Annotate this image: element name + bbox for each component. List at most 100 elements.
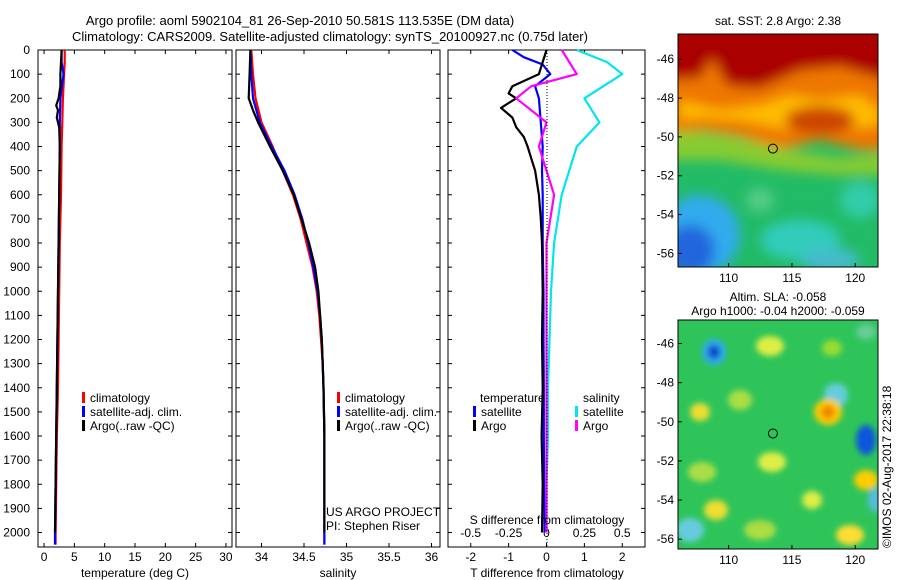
legend-swatch-t-satellite — [473, 406, 476, 417]
legend-label-climatology: climatology — [90, 391, 150, 405]
depth-tick-label: 100 — [10, 67, 30, 81]
s-diff-tick-label: -0.25 — [495, 526, 523, 540]
depth-tick-label: 900 — [10, 260, 30, 274]
x-tick-label: 25 — [189, 550, 203, 564]
map-y-tick-label: -48 — [657, 91, 675, 105]
salinity-panel-frame — [235, 49, 441, 548]
legend-swatch-s-satellite — [575, 406, 578, 417]
legend-header-salinity: salinity — [583, 391, 620, 405]
x-tick-label: 5 — [71, 550, 78, 564]
series-argo-raw-qc-line — [53, 49, 63, 533]
sst-heatmap — [678, 34, 878, 267]
legend-label-s-satellite: satellite — [583, 405, 624, 419]
t-difference-axis-label: T difference from climatology — [470, 566, 624, 580]
x-tick-label: 30 — [219, 550, 233, 564]
sla-map-axes: 110 115 120 -46 -48 -50 -52 -54 -56 — [657, 336, 866, 567]
argo-position-marker — [767, 143, 778, 154]
depth-axis: 0 100 200 300 400 500 600 700 800 900 1000 1100 1200… — [3, 43, 645, 540]
sst-map-axes: 110 115 120 -46 -48 -50 -52 -54 -56 — [657, 52, 866, 285]
legend-header-temperature: temperature — [480, 391, 545, 405]
x-tick-label: 34.5 — [292, 550, 316, 564]
x-tick-label: 35.5 — [377, 550, 401, 564]
sla-heatmap — [678, 320, 878, 549]
x-tick-label: 2 — [619, 550, 626, 564]
map-x-tick-label: 110 — [719, 271, 738, 285]
map-y-tick-label: -50 — [657, 415, 675, 429]
salinity-chart: 34 34.5 35 35.5 36 — [247, 49, 439, 564]
x-tick-label: -2 — [465, 550, 476, 564]
legend-swatch-satellite — [337, 406, 340, 417]
x-tick-label: 20 — [159, 550, 173, 564]
legend-swatch-argo — [82, 420, 85, 431]
argo-position-marker — [767, 428, 778, 439]
legend-swatch-climatology — [337, 392, 340, 403]
map-y-tick-label: -50 — [657, 130, 675, 144]
map-y-tick-label: -46 — [657, 52, 675, 66]
salinity-legend: climatology satellite-adj. clim. Argo(..… — [337, 391, 437, 433]
map-x-tick-label: 115 — [782, 271, 801, 285]
legend-label-satellite: satellite-adj. clim. — [345, 405, 437, 419]
legend-label-t-argo: Argo — [481, 419, 507, 433]
salinity-axis-label: salinity — [320, 566, 357, 580]
depth-tick-label: 700 — [10, 212, 30, 226]
depth-tick-label: 0 — [23, 43, 30, 57]
depth-tick-label: 1400 — [3, 381, 30, 395]
s-diff-tick-label: 0.25 — [573, 526, 597, 540]
x-tick-label: 0 — [543, 550, 550, 564]
x-tick-label: 0 — [41, 550, 48, 564]
map-y-tick-label: -48 — [657, 376, 675, 390]
sla-map-title-line-2: Argo h1000: -0.04 h2000: -0.059 — [691, 304, 865, 318]
depth-tick-label: 2000 — [3, 526, 30, 540]
depth-tick-label: 1200 — [3, 333, 30, 347]
s-diff-tick-label: -0.5 — [460, 526, 481, 540]
sla-map-title-line-1: Altim. SLA: -0.058 — [730, 290, 827, 304]
depth-tick-label: 1500 — [3, 405, 30, 419]
legend-swatch-t-argo — [473, 420, 476, 431]
depth-tick-label: 400 — [10, 140, 30, 154]
depth-tick-label: 300 — [10, 115, 30, 129]
map-y-tick-label: -52 — [657, 169, 675, 183]
s-difference-axis-label: S difference from climatology — [470, 513, 625, 527]
legend-swatch-s-argo — [575, 420, 578, 431]
legend-label-climatology: climatology — [345, 391, 405, 405]
temperature-chart: 0 5 10 15 20 25 30 — [41, 49, 233, 564]
project-name: US ARGO PROJECT — [326, 505, 441, 519]
map-y-tick-label: -52 — [657, 454, 675, 468]
temperature-panel-frame — [37, 49, 233, 548]
depth-tick-label: 1300 — [3, 357, 30, 371]
x-tick-label: 35 — [340, 550, 354, 564]
depth-tick-label: 800 — [10, 236, 30, 250]
series-s-argo-line — [515, 49, 578, 533]
sst-map-frame — [677, 33, 879, 268]
map-y-tick-label: -54 — [657, 208, 675, 222]
depth-tick-label: 1100 — [4, 308, 30, 322]
s-diff-tick-label: 0.5 — [614, 526, 631, 540]
legend-label-satellite: satellite-adj. clim. — [90, 405, 182, 419]
figure-title-line-1: Argo profile: aoml 5902104_81 26-Sep-201… — [86, 13, 514, 28]
map-x-tick-label: 120 — [845, 271, 865, 285]
legend-swatch-argo — [337, 420, 340, 431]
legend-label-argo: Argo(..raw -QC) — [90, 419, 175, 433]
x-tick-label: 36 — [425, 550, 439, 564]
series-argo-raw-qc-line — [247, 49, 326, 533]
project-pi: PI: Stephen Riser — [326, 519, 420, 533]
series-t-argo-line — [499, 49, 548, 533]
map-x-tick-label: 120 — [845, 553, 865, 567]
sla-field-blobs — [678, 324, 878, 545]
depth-tick-label: 1700 — [3, 453, 30, 467]
legend-label-s-argo: Argo — [583, 419, 609, 433]
legend-swatch-satellite — [82, 406, 85, 417]
x-tick-label: 1 — [581, 550, 588, 564]
series-s-satellite-line — [545, 48, 624, 533]
map-y-tick-label: -56 — [657, 532, 675, 546]
map-x-tick-label: 110 — [719, 553, 738, 567]
x-tick-label: 15 — [128, 550, 142, 564]
map-x-tick-label: 115 — [782, 553, 801, 567]
depth-tick-label: 200 — [10, 91, 30, 105]
map-y-tick-label: -56 — [657, 246, 675, 260]
difference-legend: temperature salinity satellite Argo sate… — [473, 391, 624, 433]
depth-tick-label: 1800 — [3, 477, 30, 491]
legend-swatch-climatology — [82, 392, 85, 403]
sla-map-frame — [677, 319, 879, 550]
